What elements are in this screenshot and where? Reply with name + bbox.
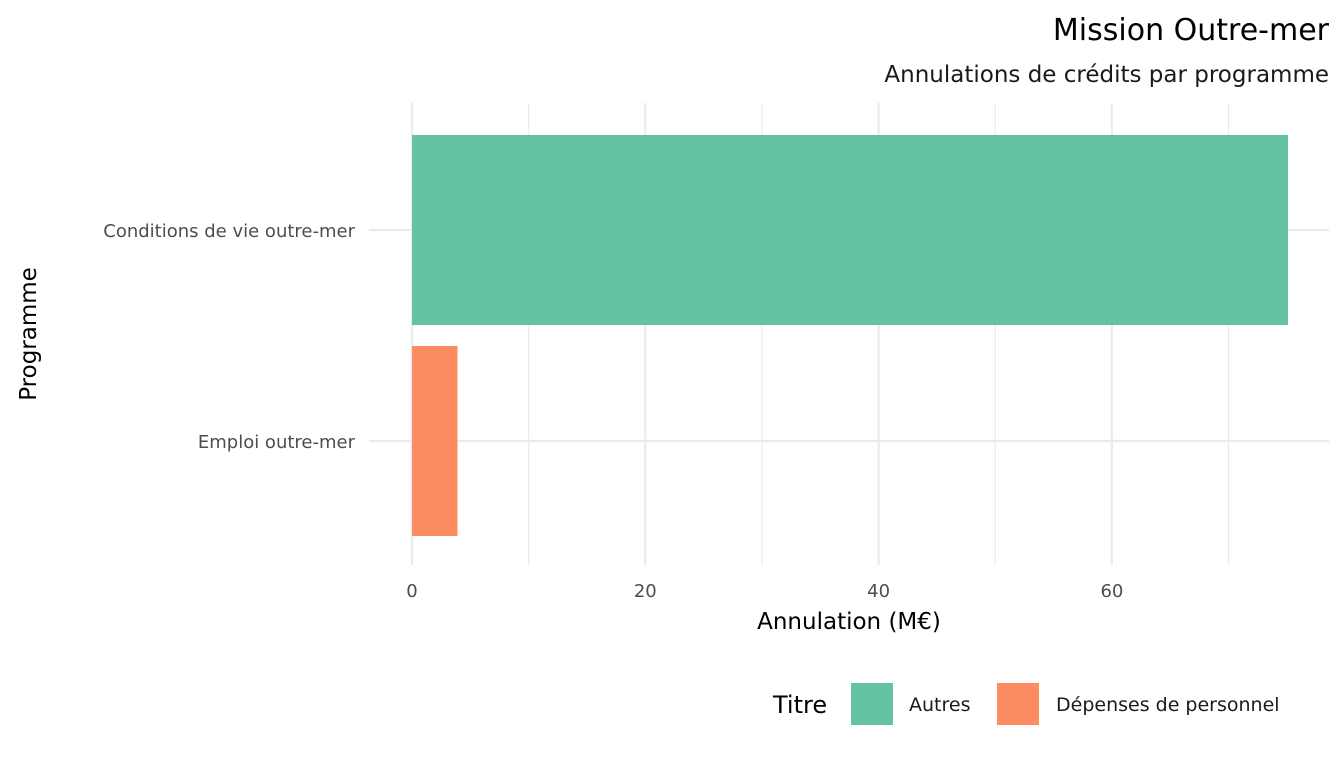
y-tick-label: Emploi outre-mer (198, 432, 356, 453)
legend-label-depenses-de-personnel: Dépenses de personnel (1056, 694, 1280, 716)
x-axis-title: Annulation (M€) (757, 609, 941, 635)
legend: Titre Autres Dépenses de personnel (772, 683, 1280, 725)
legend-key-depenses-de-personnel (997, 683, 1039, 725)
bar-layer (412, 135, 1289, 536)
x-tick-label: 0 (406, 581, 417, 602)
legend-key-autres (851, 683, 893, 725)
x-tick-labels: 0 20 40 60 (406, 581, 1123, 602)
x-tick-label: 40 (867, 581, 890, 602)
chart-title: Mission Outre-mer (1053, 13, 1330, 48)
bar (412, 346, 458, 536)
bar (412, 135, 1289, 325)
y-axis-title: Programme (16, 267, 42, 401)
y-tick-label: Conditions de vie outre-mer (103, 221, 355, 242)
legend-label-autres: Autres (909, 694, 970, 716)
legend-title: Titre (772, 691, 827, 719)
x-tick-label: 20 (634, 581, 657, 602)
x-tick-label: 60 (1100, 581, 1123, 602)
y-tick-labels: Conditions de vie outre-mer Emploi outre-… (103, 221, 355, 453)
chart-subtitle: Annulations de crédits par programme (884, 62, 1329, 88)
